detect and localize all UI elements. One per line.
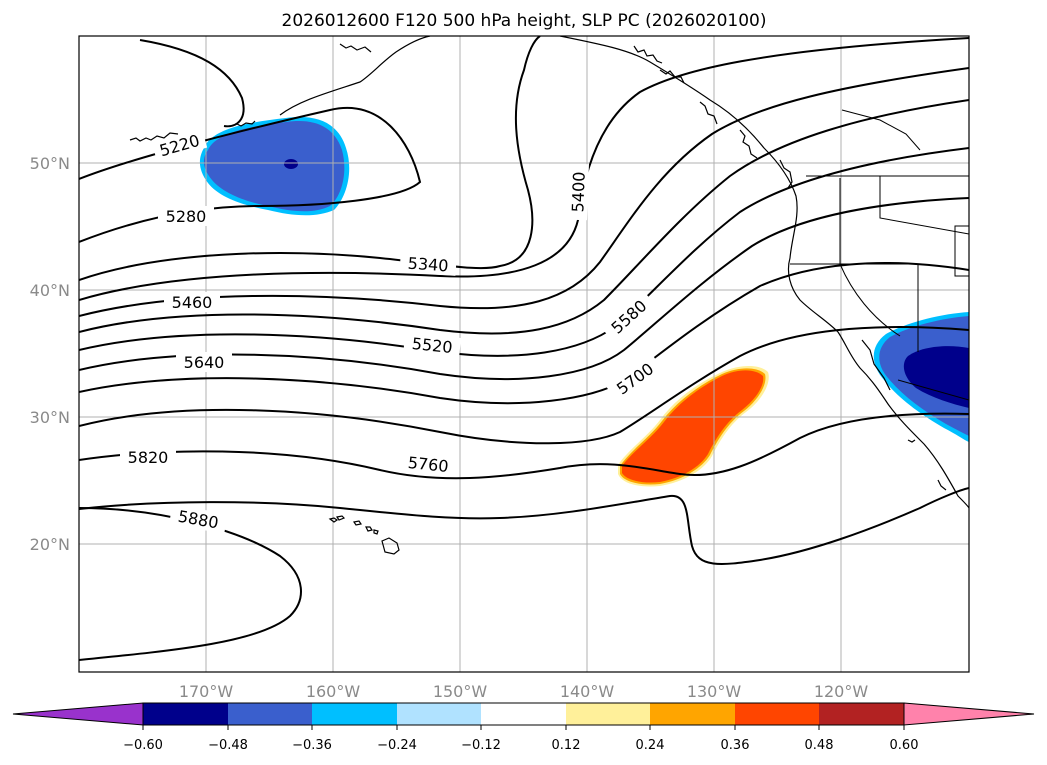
colorbar-tick-label: −0.12: [461, 738, 501, 753]
lat-label-40n: 40°N: [30, 281, 70, 300]
hawaii-islands: [328, 515, 400, 555]
lon-label-140w: 140°W: [560, 682, 615, 701]
colorbar-extend-high: [903, 702, 1035, 726]
colorbar-tick-label: 0.48: [805, 738, 834, 753]
positive-anomaly-subtropical: [618, 366, 769, 487]
coastlines: [129, 36, 969, 509]
colorbar-tick-label: −0.36: [292, 738, 332, 753]
negative-anomaly-north-pacific: [199, 117, 350, 216]
colorbar-segment: [481, 703, 566, 725]
negative-anomaly-california: [873, 312, 969, 442]
figure-title: 2026012600 F120 500 hPa height, SLP PC (…: [282, 11, 767, 31]
contour-label-5820: 5820: [128, 448, 169, 467]
longitude-labels: 170°W 160°W 150°W 140°W 130°W 120°W: [179, 682, 869, 701]
contour-label-5760: 5760: [407, 453, 449, 476]
lon-label-120w: 120°W: [814, 682, 869, 701]
colorbar-extend-low: [12, 702, 144, 726]
contour-label-5400: 5400: [568, 171, 588, 212]
lat-label-20n: 20°N: [30, 535, 70, 554]
lat-label-30n: 30°N: [30, 408, 70, 427]
colorbar-tick-label: 0.60: [890, 738, 919, 753]
colorbar-segment: [312, 703, 397, 725]
contour-label-5460: 5460: [172, 293, 213, 312]
colorbar-segment: [735, 703, 819, 725]
contour-label-5520: 5520: [411, 334, 453, 357]
contour-label-5340: 5340: [407, 254, 449, 276]
map-frame: [78, 35, 970, 673]
colorbar-segment: [819, 703, 904, 725]
colorbar-tick-label: −0.48: [208, 738, 248, 753]
colorbar-segment: [397, 703, 481, 725]
colorbar-segment: [566, 703, 650, 725]
lon-label-130w: 130°W: [687, 682, 742, 701]
lon-label-170w: 170°W: [179, 682, 234, 701]
colorbar: −0.60 −0.48 −0.36 −0.24 −0.12 0.12 0.24 …: [12, 702, 1035, 753]
colorbar-tick-label: 0.24: [636, 738, 665, 753]
latitude-labels: 50°N 40°N 30°N 20°N: [30, 154, 70, 554]
colorbar-tick-label: −0.60: [123, 738, 163, 753]
map-area: 5220 5280 5340 5400 5460 5520: [79, 36, 969, 672]
contour-label-5640: 5640: [184, 353, 225, 372]
lat-label-50n: 50°N: [30, 154, 70, 173]
colorbar-segment: [143, 703, 228, 725]
colorbar-segment: [228, 703, 312, 725]
contour-label-5280: 5280: [166, 207, 207, 226]
lon-label-160w: 160°W: [306, 682, 361, 701]
colorbar-tick-label: −0.24: [377, 738, 417, 753]
colorbar-segment: [650, 703, 735, 725]
colorbar-tick-label: 0.36: [721, 738, 750, 753]
lon-label-150w: 150°W: [433, 682, 488, 701]
colorbar-tick-label: 0.12: [552, 738, 581, 753]
